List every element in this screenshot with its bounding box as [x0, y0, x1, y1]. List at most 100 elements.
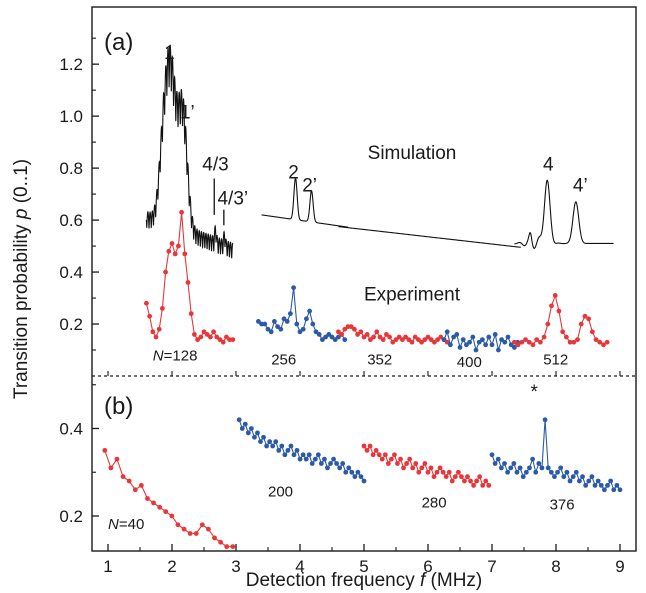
data-point [462, 478, 467, 484]
data-point [384, 332, 389, 337]
data-point [132, 487, 138, 493]
data-point [309, 461, 315, 466]
data-point [560, 329, 566, 335]
data-point [536, 461, 542, 466]
data-point [505, 334, 511, 340]
data-point [403, 334, 408, 340]
data-point [224, 544, 230, 550]
data-point [300, 326, 306, 332]
data-point [441, 337, 447, 343]
data-point [567, 339, 573, 345]
data-point [527, 465, 532, 471]
data-point [512, 339, 517, 345]
data-point [512, 345, 517, 350]
data-point [361, 443, 367, 449]
data-point [172, 251, 178, 257]
data-point [144, 300, 149, 306]
data-point [339, 332, 344, 337]
data-point [236, 417, 242, 423]
data-point [294, 447, 300, 453]
data-point [465, 474, 470, 480]
data-point [255, 430, 260, 436]
data-point [611, 487, 617, 493]
simulation-curve-1 [145, 44, 234, 259]
data-point [239, 426, 245, 431]
x-axis-label: Detection frequency f (MHz) [246, 570, 483, 591]
data-point [267, 439, 273, 445]
chart-labels: (a) (b) Simulation Experiment Detection … [11, 29, 588, 591]
data-point [342, 337, 348, 343]
data-point [160, 306, 165, 311]
series-line-a-4 [514, 293, 608, 346]
peak-label: 2 [288, 163, 299, 184]
peak-label: 4/3’ [217, 188, 248, 209]
experiment-label: Experiment [364, 285, 461, 306]
data-point [348, 324, 354, 330]
data-point [157, 504, 163, 510]
data-point [265, 326, 271, 332]
data-point [150, 329, 156, 335]
data-point [454, 332, 460, 337]
data-point [336, 329, 341, 335]
data-point [211, 329, 217, 335]
data-point [195, 337, 201, 343]
series-label: 512 [543, 351, 568, 368]
data-point [179, 209, 185, 215]
data-point [489, 452, 495, 458]
data-point [340, 461, 346, 466]
data-point [489, 342, 495, 348]
data-point [608, 478, 614, 484]
data-point [583, 482, 589, 488]
data-point [297, 456, 303, 462]
data-point [508, 342, 514, 348]
data-point [346, 465, 352, 471]
data-point [326, 332, 332, 337]
data-point [364, 447, 370, 453]
data-point [534, 337, 540, 343]
data-point [530, 342, 536, 348]
data-point [419, 465, 425, 471]
data-point [443, 474, 449, 480]
data-point [153, 334, 159, 340]
data-point [343, 469, 349, 475]
data-point [114, 456, 120, 462]
data-point [342, 326, 348, 332]
data-point [371, 334, 376, 340]
data-point [464, 342, 469, 348]
simulation-curve-4 [514, 179, 614, 249]
data-point [593, 337, 599, 343]
data-point [425, 334, 431, 340]
data-point [102, 447, 108, 453]
data-point [545, 321, 551, 327]
data-point [556, 308, 562, 314]
data-point [304, 316, 309, 322]
data-point [580, 474, 585, 480]
series-label: 200 [268, 483, 293, 500]
data-point [368, 337, 373, 343]
data-point [515, 342, 521, 348]
data-point [377, 334, 383, 340]
data-point [564, 469, 570, 475]
data-point [218, 539, 224, 545]
data-point [145, 496, 150, 501]
y-tick-label: 1.2 [59, 55, 83, 74]
data-point [422, 337, 428, 343]
series-label: 352 [367, 351, 392, 368]
data-point [575, 337, 580, 343]
data-point [294, 321, 300, 327]
data-point [477, 474, 483, 480]
data-point [272, 319, 277, 324]
data-point [258, 439, 263, 445]
data-point [444, 339, 450, 345]
data-point [446, 469, 452, 475]
data-point [483, 478, 489, 484]
data-point [395, 461, 400, 466]
data-point [382, 452, 388, 458]
data-point [520, 474, 526, 480]
experiment-series [102, 209, 623, 550]
data-point [400, 337, 405, 343]
data-point [396, 334, 402, 340]
series-line-b-3 [491, 419, 621, 491]
series-label: N=40 [108, 516, 144, 533]
data-point [385, 461, 391, 466]
